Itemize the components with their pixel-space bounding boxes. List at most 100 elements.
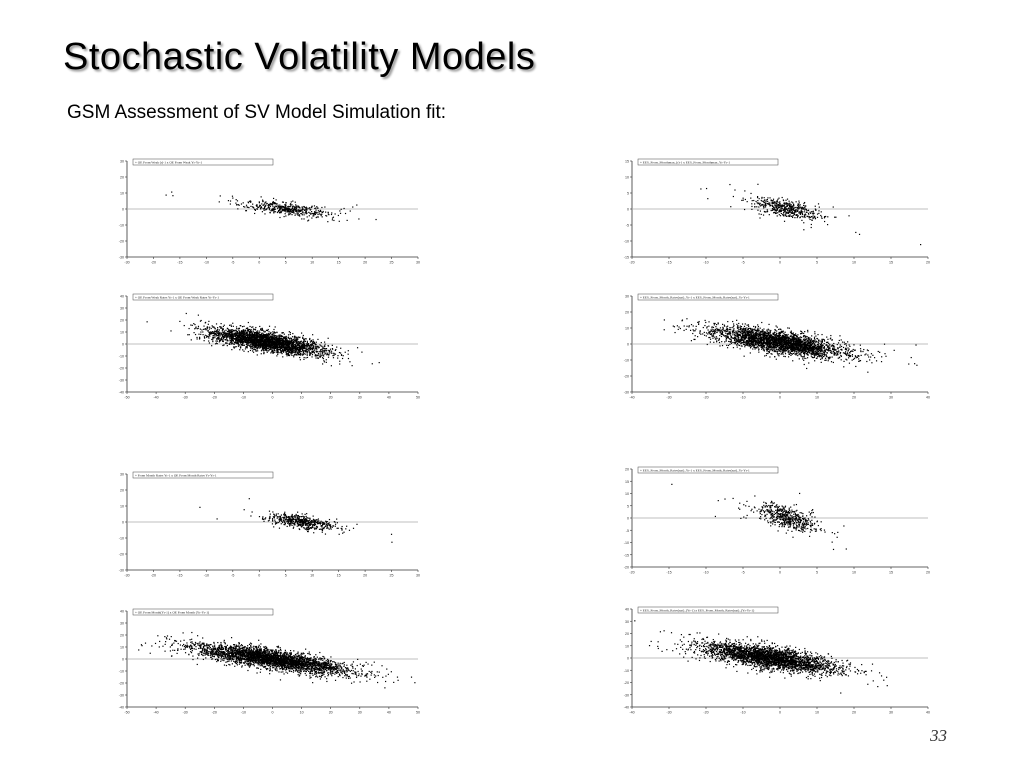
data-point bbox=[756, 202, 758, 204]
data-point bbox=[798, 212, 800, 214]
data-point bbox=[790, 207, 792, 209]
data-point bbox=[266, 208, 268, 210]
data-point bbox=[302, 343, 304, 345]
data-point bbox=[223, 330, 226, 332]
data-point bbox=[813, 351, 815, 353]
data-point bbox=[784, 353, 787, 355]
data-point bbox=[208, 334, 210, 336]
data-point bbox=[283, 340, 285, 342]
data-point bbox=[750, 192, 752, 195]
data-point bbox=[268, 207, 271, 209]
data-point bbox=[258, 344, 260, 346]
data-point bbox=[762, 332, 764, 334]
data-point bbox=[274, 208, 277, 210]
data-point bbox=[272, 347, 274, 349]
data-point bbox=[257, 350, 259, 352]
data-point bbox=[337, 357, 339, 359]
data-point bbox=[780, 210, 782, 212]
data-point bbox=[285, 351, 287, 353]
data-point bbox=[803, 202, 805, 205]
data-point bbox=[291, 350, 293, 352]
data-point bbox=[266, 348, 268, 350]
data-point bbox=[757, 339, 759, 342]
data-point bbox=[241, 343, 243, 345]
y-tick-label: 30 bbox=[120, 307, 124, 311]
data-point bbox=[268, 341, 271, 344]
data-point bbox=[246, 331, 248, 333]
data-point bbox=[272, 341, 275, 343]
data-point bbox=[767, 197, 769, 199]
data-point bbox=[783, 345, 785, 348]
data-point bbox=[301, 209, 303, 211]
data-point bbox=[261, 346, 263, 348]
data-point bbox=[260, 353, 262, 355]
data-point bbox=[259, 339, 261, 341]
x-tick-label: 15 bbox=[337, 261, 341, 265]
data-point bbox=[288, 342, 290, 345]
data-point bbox=[251, 326, 253, 328]
data-point bbox=[253, 346, 256, 348]
data-point bbox=[284, 213, 286, 215]
data-point bbox=[261, 327, 263, 329]
data-point bbox=[796, 349, 798, 351]
data-point bbox=[840, 348, 842, 351]
data-point bbox=[312, 339, 314, 341]
data-point bbox=[247, 328, 249, 330]
data-point bbox=[295, 213, 297, 215]
data-point bbox=[775, 332, 778, 334]
data-point bbox=[212, 334, 214, 337]
data-point bbox=[228, 336, 230, 338]
data-point bbox=[872, 354, 874, 356]
data-point bbox=[253, 346, 255, 348]
data-point bbox=[356, 204, 358, 206]
data-point bbox=[322, 211, 324, 213]
data-point bbox=[760, 339, 763, 341]
data-point bbox=[289, 341, 291, 343]
data-point bbox=[806, 215, 808, 218]
data-point bbox=[777, 203, 779, 205]
data-point bbox=[920, 243, 922, 246]
data-point bbox=[313, 342, 315, 345]
data-point bbox=[249, 333, 251, 335]
data-point bbox=[301, 208, 304, 211]
data-point bbox=[793, 207, 795, 209]
data-point bbox=[810, 226, 812, 229]
data-point bbox=[806, 340, 808, 343]
data-point bbox=[734, 189, 736, 191]
data-point bbox=[212, 332, 215, 335]
data-point bbox=[206, 335, 209, 337]
data-point bbox=[788, 209, 791, 212]
data-point bbox=[791, 340, 793, 342]
data-point bbox=[272, 205, 274, 207]
data-point bbox=[303, 342, 305, 344]
data-point bbox=[284, 339, 287, 341]
data-point bbox=[222, 344, 224, 347]
data-point bbox=[816, 354, 818, 356]
data-point bbox=[225, 329, 227, 331]
data-point bbox=[796, 207, 798, 209]
data-point bbox=[798, 208, 800, 210]
data-point bbox=[740, 340, 742, 342]
data-point bbox=[209, 332, 211, 335]
x-tick-label: -20 bbox=[629, 261, 634, 265]
data-point bbox=[196, 336, 198, 339]
data-point bbox=[309, 338, 311, 341]
data-point bbox=[273, 202, 275, 204]
data-point bbox=[255, 344, 257, 346]
data-point bbox=[771, 341, 773, 343]
data-point bbox=[321, 348, 323, 351]
data-point bbox=[776, 208, 778, 211]
data-point bbox=[792, 204, 795, 206]
data-point bbox=[248, 331, 251, 333]
data-point bbox=[327, 221, 329, 223]
data-point bbox=[292, 344, 295, 347]
data-point bbox=[277, 347, 280, 349]
data-point bbox=[870, 356, 872, 358]
data-point bbox=[306, 347, 308, 349]
data-point bbox=[309, 337, 311, 340]
data-point bbox=[197, 325, 200, 327]
data-point bbox=[779, 347, 781, 349]
data-point bbox=[260, 344, 262, 346]
x-tick-label: -20 bbox=[151, 261, 156, 265]
data-point bbox=[298, 353, 301, 356]
